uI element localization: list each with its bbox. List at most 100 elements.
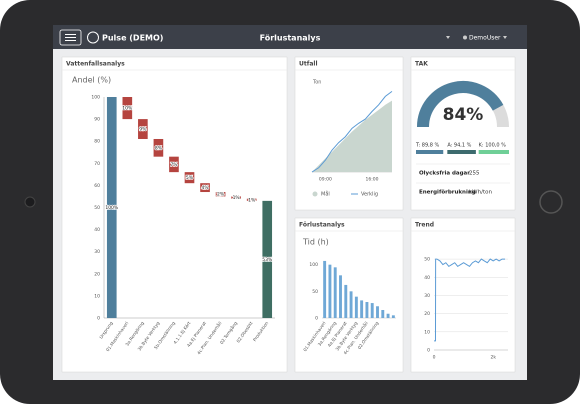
y-tick-label: 20 xyxy=(94,271,100,277)
y-tick-label: 20 xyxy=(424,311,430,317)
bar xyxy=(354,296,358,318)
y-tick-label: 40 xyxy=(94,227,100,233)
y-tick-label: 0 xyxy=(97,316,100,322)
legend-label: Mål xyxy=(321,191,330,198)
panel-title: Trend xyxy=(415,222,434,229)
bar xyxy=(246,198,257,201)
bar xyxy=(153,138,164,157)
y-tick-label: 50 xyxy=(424,257,430,263)
component-bar xyxy=(478,150,509,154)
y-tick-label: 10 xyxy=(424,329,430,335)
component-bar xyxy=(447,150,476,154)
axis-title: Ton xyxy=(312,80,321,86)
bar xyxy=(200,183,210,193)
data-label: 1% xyxy=(233,195,241,201)
bar xyxy=(339,275,342,318)
panel xyxy=(410,56,516,211)
bar xyxy=(122,97,133,120)
dropdown-caret[interactable] xyxy=(446,36,450,39)
component-label: A: 94,1 % xyxy=(447,143,471,149)
bar xyxy=(344,284,348,318)
table-cell: 255 xyxy=(469,171,480,177)
bar xyxy=(365,302,369,318)
y-tick-label: 100 xyxy=(309,262,318,268)
bar xyxy=(215,192,226,197)
y-tick-label: 60 xyxy=(94,183,100,189)
logo xyxy=(87,31,99,44)
bar xyxy=(349,291,353,318)
legend-marker xyxy=(312,191,318,197)
bar xyxy=(370,303,374,318)
panel-title: Vattenfallsanalys xyxy=(66,61,125,68)
bar xyxy=(386,313,390,318)
data-label: 4% xyxy=(201,185,209,191)
bar xyxy=(376,306,379,318)
bar xyxy=(184,172,195,184)
y-tick-label: 90 xyxy=(94,117,100,123)
component-bar xyxy=(416,150,444,154)
gauge-value xyxy=(417,81,504,128)
y-tick-label: 80 xyxy=(94,139,100,145)
y-tick-label: 70 xyxy=(94,161,100,167)
axis-title: Andel (%) xyxy=(72,76,111,85)
panel xyxy=(294,217,404,373)
y-tick-label: 30 xyxy=(424,293,430,299)
home-button[interactable] xyxy=(539,190,563,214)
area xyxy=(312,100,392,172)
data-label: 100% xyxy=(105,205,119,211)
panel xyxy=(61,56,288,373)
user-menu[interactable]: DemoUser xyxy=(469,35,501,42)
legend-label: Verklig xyxy=(361,192,378,198)
bar xyxy=(231,196,241,199)
line xyxy=(434,258,506,342)
table-cell: Olycksfria dagar xyxy=(419,171,470,177)
data-label: 1% xyxy=(248,197,256,203)
user-caret[interactable] xyxy=(503,36,507,39)
bar xyxy=(381,310,385,318)
data-label: 5% xyxy=(186,175,194,181)
bar xyxy=(262,200,273,318)
bar xyxy=(333,267,337,318)
y-tick-label: 0 xyxy=(315,316,318,322)
component-label: T: 89,8 % xyxy=(415,143,440,149)
axis-title: Tid (h) xyxy=(302,238,329,247)
y-tick-label: 50 xyxy=(312,289,318,295)
table-cell: kWh/ton xyxy=(469,190,492,196)
user-icon xyxy=(463,35,467,40)
x-tick-label: 09:00 xyxy=(319,177,332,183)
table-cell: Energiförbrukning xyxy=(419,190,476,196)
bar xyxy=(360,300,364,318)
bar xyxy=(328,264,332,318)
camera xyxy=(24,196,36,208)
menu-button[interactable] xyxy=(59,29,82,46)
bar xyxy=(391,315,395,318)
x-tick-label: 0 xyxy=(433,355,436,361)
panel-title: Utfall xyxy=(299,61,318,68)
x-tick-label: 2k xyxy=(490,355,496,361)
bar xyxy=(323,260,327,318)
line xyxy=(311,90,393,173)
y-tick-label: 50 xyxy=(94,205,100,211)
y-tick-label: 30 xyxy=(94,249,100,255)
component-label: K: 100,0 % xyxy=(479,143,506,149)
data-label: 7% xyxy=(170,162,178,168)
bar xyxy=(106,97,117,318)
y-tick-label: 10 xyxy=(94,293,100,299)
panel-title: TAK xyxy=(415,61,428,68)
menu-icon xyxy=(65,34,76,41)
data-label: 53% xyxy=(262,257,273,263)
data-label: 9% xyxy=(139,127,147,133)
bar xyxy=(138,119,148,139)
data-label: 2% xyxy=(217,192,225,198)
y-tick-label: 40 xyxy=(424,275,430,281)
bar xyxy=(169,156,179,173)
panel-title: Förlustanalys xyxy=(299,222,345,229)
y-tick-label: 100 xyxy=(91,95,100,101)
panel xyxy=(410,217,516,373)
menu-box xyxy=(59,29,82,46)
app-name: Pulse (DEMO) xyxy=(102,34,163,43)
x-tick-label: 16:00 xyxy=(366,177,379,183)
gauge-label: 84% xyxy=(443,105,484,125)
page-title: Förlustanalys xyxy=(260,34,321,43)
